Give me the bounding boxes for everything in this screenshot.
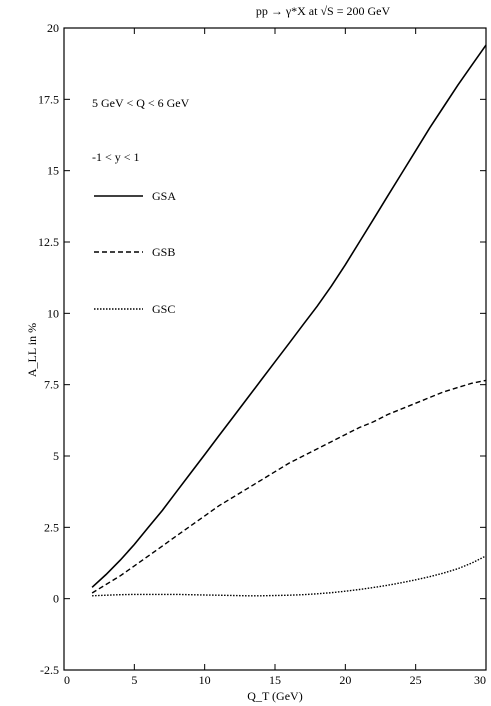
x-tick-label: 30 xyxy=(474,673,486,687)
x-tick-label: 5 xyxy=(131,673,137,687)
annotation-y-range: -1 < y < 1 xyxy=(92,150,140,164)
y-tick-label: 2.5 xyxy=(44,520,59,534)
x-tick-label: 25 xyxy=(410,673,422,687)
series-line-gsb xyxy=(91,379,487,594)
y-axis: -2.5 0 2.5 5 7.5 10 12.5 15 17.5 20 xyxy=(38,21,486,677)
legend-label-gsc: GSC xyxy=(152,302,175,316)
x-axis: 0 5 10 15 20 25 30 xyxy=(63,28,487,687)
series-line-gsa xyxy=(91,44,487,588)
legend-label-gsa: GSA xyxy=(152,189,176,203)
y-tick-label: 17.5 xyxy=(38,92,59,106)
x-tick-label: 15 xyxy=(269,673,281,687)
series-layer xyxy=(91,44,487,597)
x-axis-title: Q_T (GeV) xyxy=(247,689,302,703)
legend-label-gsb: GSB xyxy=(152,245,175,259)
annotation-q-range: 5 GeV < Q < 6 GeV xyxy=(92,96,190,110)
series-line-gsc xyxy=(92,555,487,597)
legend: GSA GSB GSC xyxy=(94,189,176,316)
y-tick-label: 5 xyxy=(53,449,59,463)
y-tick-label: 10 xyxy=(47,306,59,320)
y-axis-title: A_LL in % xyxy=(25,323,39,377)
x-tick-label: 10 xyxy=(199,673,211,687)
y-tick-label: -2.5 xyxy=(40,663,59,677)
x-tick-label: 0 xyxy=(64,673,70,687)
y-tick-label: 12.5 xyxy=(38,235,59,249)
y-tick-label: 20 xyxy=(47,21,59,35)
chart-title: pp → γ*X at √S = 200 GeV xyxy=(256,4,391,18)
y-tick-label: 7.5 xyxy=(44,378,59,392)
plot-frame xyxy=(63,27,487,671)
y-tick-label: 0 xyxy=(53,592,59,606)
y-tick-label: 15 xyxy=(47,164,59,178)
x-tick-label: 20 xyxy=(339,673,351,687)
